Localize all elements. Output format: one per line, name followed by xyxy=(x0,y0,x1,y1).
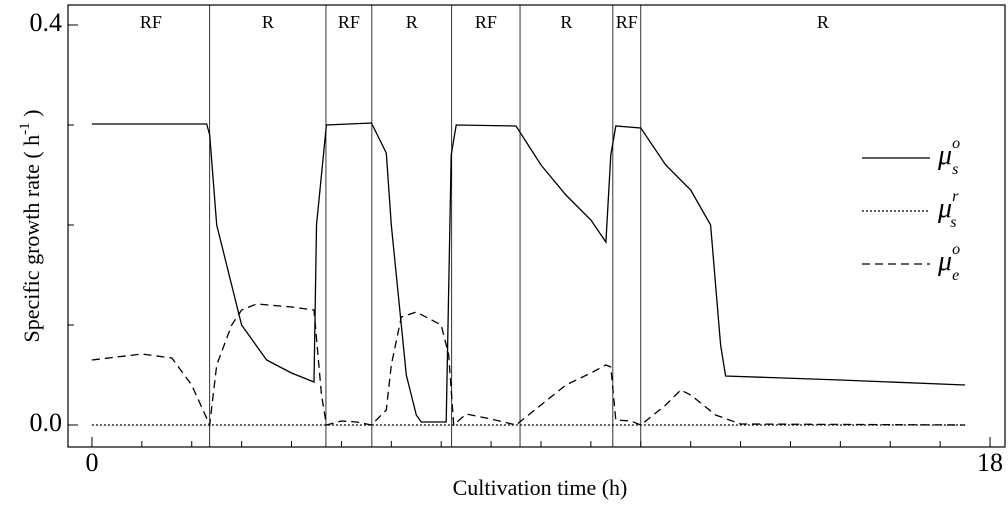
phase-label: RF xyxy=(475,12,497,32)
phase-label: R xyxy=(262,12,274,32)
y-tick-label: 0.4 xyxy=(30,8,63,37)
phase-label: R xyxy=(560,12,572,32)
legend-name: μ xyxy=(937,140,952,171)
phase-label: RF xyxy=(616,12,638,32)
legend-sub: s xyxy=(952,161,958,178)
phase-label: RF xyxy=(140,12,162,32)
legend-label: μo s xyxy=(937,135,960,178)
y-axis-label-text: Specific growth rate ( h xyxy=(19,135,44,343)
legend-name: μ xyxy=(937,246,952,277)
legend-sup: o xyxy=(952,241,960,258)
y-tick-label: 0.0 xyxy=(30,408,63,437)
legend-label: μo e xyxy=(937,241,960,284)
x-tick-label: 18 xyxy=(977,448,1003,477)
x-tick-label: 0 xyxy=(85,448,98,477)
x-axis-label: Cultivation time (h) xyxy=(453,475,628,500)
legend-sup: o xyxy=(952,135,960,152)
legend-name: μ xyxy=(937,193,952,224)
legend-sub: s xyxy=(950,214,956,231)
legend-sup: r xyxy=(952,188,959,205)
plot-frame xyxy=(67,4,1006,448)
y-axis-label: Specific growth rate ( h-1 ) xyxy=(17,109,44,342)
legend-label: μr s xyxy=(937,188,959,231)
phase-label: R xyxy=(817,12,829,32)
y-axis-label-sup: -1 xyxy=(17,122,33,135)
legend-sub: e xyxy=(952,267,959,284)
series-line xyxy=(91,303,966,428)
phase-label: R xyxy=(406,12,418,32)
phase-label: RF xyxy=(338,12,360,32)
series-line xyxy=(91,122,966,423)
y-axis-label-end: ) xyxy=(19,109,44,122)
